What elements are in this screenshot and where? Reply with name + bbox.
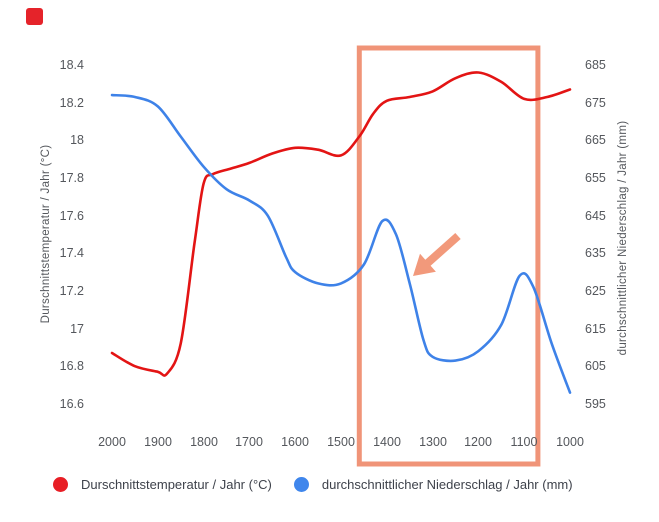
x-tick-label: 1000: [556, 435, 584, 449]
legend-label-precipitation[interactable]: durchschnittlicher Niederschlag / Jahr (…: [321, 476, 573, 492]
y-right-tick-label: 595: [585, 397, 606, 411]
chart-legend: Durschnittstemperatur / Jahr (°C) durchs…: [53, 476, 573, 492]
red-corner-badge: [26, 8, 43, 25]
y-right-tick-label: 625: [585, 284, 606, 298]
legend-dot-precipitation-icon[interactable]: [293, 476, 309, 492]
highlight-rectangle: [356, 45, 541, 467]
y-left-tick-label: 17.2: [59, 284, 84, 298]
y-left-tick-label: 17.4: [59, 246, 84, 260]
y-left-tick-label: 16.6: [59, 397, 84, 411]
x-tick-label: 2000: [98, 435, 126, 449]
y-left-tick-label: 17: [70, 322, 84, 336]
y-right-tick-label: 665: [585, 133, 606, 147]
precipitation-line: [110, 93, 572, 394]
y-left-tick-label: 18.2: [59, 96, 84, 110]
x-tick-label: 1500: [327, 435, 355, 449]
annotation-arrow-icon: [413, 233, 461, 276]
x-tick-label: 1900: [144, 435, 172, 449]
y-left-tick-label: 18.4: [59, 58, 84, 72]
y-axis-right-title: durchschnittlicher Niederschlag / Jahr (…: [617, 120, 629, 356]
y-right-tick-label: 615: [585, 322, 606, 336]
y-right-tick-label: 655: [585, 171, 606, 185]
y-right-tick-label: 645: [585, 209, 606, 223]
y-axis-left-title: Durschnittstemperatur / Jahr (°C): [40, 144, 52, 324]
y-left-tick-label: 17.6: [59, 209, 84, 223]
y-right-tick-label: 635: [585, 246, 606, 260]
x-tick-label: 1400: [373, 435, 401, 449]
x-tick-label: 1800: [190, 435, 218, 449]
x-tick-label: 1700: [235, 435, 263, 449]
y-left-tick-label: 16.8: [59, 359, 84, 373]
legend-label-temperature[interactable]: Durschnittstemperatur / Jahr (°C): [81, 476, 272, 492]
x-tick-label: 1200: [464, 435, 492, 449]
x-tick-label: 1600: [281, 435, 309, 449]
y-right-tick-label: 685: [585, 58, 606, 72]
x-tick-label: 1300: [419, 435, 447, 449]
legend-dot-temperature-icon[interactable]: [53, 476, 68, 492]
temperature-line: [110, 71, 572, 377]
y-left-tick-label: 18: [70, 133, 84, 147]
x-tick-label: 1100: [510, 435, 538, 449]
y-right-tick-label: 675: [585, 96, 606, 110]
y-left-tick-label: 17.8: [59, 171, 84, 185]
y-right-tick-label: 605: [585, 359, 606, 373]
